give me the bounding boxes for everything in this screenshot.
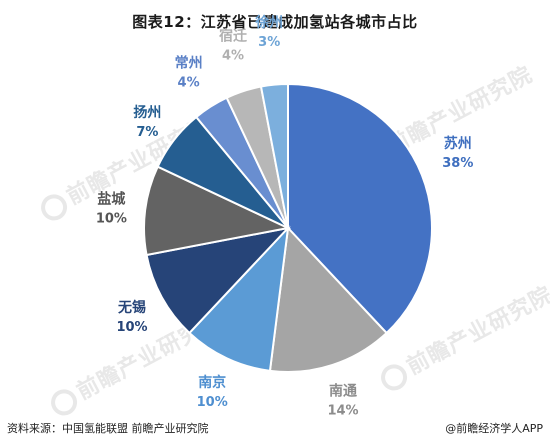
slice-label: 常州 [175, 55, 203, 72]
slice-label-group-3: 无锡 10% [116, 299, 147, 335]
pie-slice-1 [268, 225, 388, 373]
pie-slice-8 [259, 82, 289, 229]
pie-slice-0 [287, 82, 433, 335]
slice-value-label: 7% [136, 125, 158, 140]
slice-label: 扬州 [133, 104, 161, 121]
slice-label: 宿迁 [219, 28, 247, 45]
slice-label-group-4: 盐城 10% [96, 191, 127, 227]
slice-value-label: 4% [178, 76, 200, 91]
slice-label-group-8: 徐州 3% [254, 14, 283, 50]
slice-label: 盐城 [97, 191, 125, 208]
slice-label-group-2: 南京 10% [197, 374, 228, 410]
slice-value-label: 3% [258, 35, 280, 50]
pie-slice-2 [188, 225, 290, 372]
slice-label-group-5: 扬州 7% [133, 104, 161, 140]
slice-value-label: 38% [442, 156, 473, 171]
slice-label-group-0: 苏州 38% [442, 135, 473, 171]
source-note: 资料来源：中国氢能联盟 前瞻产业研究院 [7, 422, 209, 435]
slice-label: 南通 [329, 382, 357, 399]
slice-value-label: 10% [116, 320, 147, 335]
slice-label: 无锡 [117, 299, 146, 316]
slice-label: 徐州 [254, 14, 283, 31]
slice-label-group-7: 宿迁 4% [219, 28, 247, 64]
slice-label-group-6: 常州 4% [175, 55, 203, 91]
slice-label-group-1: 南通 14% [327, 382, 358, 418]
pie-slice-3 [145, 226, 291, 335]
slice-value-label: 4% [222, 49, 244, 64]
slice-value-label: 10% [96, 212, 127, 227]
chart-title: 图表12：江苏省已建成加氢站各城市占比 [132, 13, 418, 31]
slice-label: 苏州 [444, 135, 472, 152]
slice-value-label: 14% [327, 403, 358, 418]
slice-label: 南京 [198, 374, 226, 391]
pie-slice-4 [142, 165, 292, 257]
brand-label: @前瞻经济学人APP [445, 422, 543, 435]
slice-value-label: 10% [197, 395, 228, 410]
